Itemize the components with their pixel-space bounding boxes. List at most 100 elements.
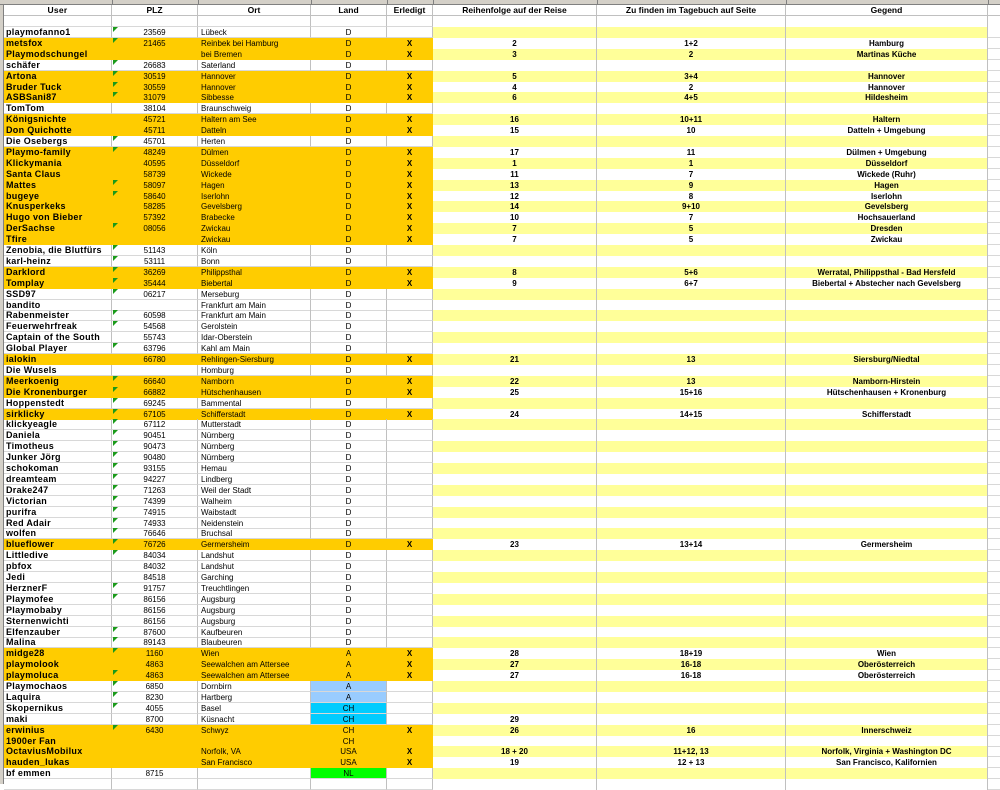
cell-gegend[interactable] [786, 419, 988, 431]
cell-gegend[interactable]: Germersheim [786, 539, 988, 551]
cell-ort[interactable]: Brabecke [198, 212, 311, 224]
cell-gegend[interactable] [786, 473, 988, 485]
cell-land[interactable]: D [311, 234, 387, 246]
cell-extra[interactable] [988, 256, 1000, 267]
cell-user[interactable]: 1900er Fan [4, 735, 112, 747]
cell-land[interactable]: D [311, 179, 387, 191]
cell-ort[interactable]: San Francisco [198, 757, 311, 769]
comment-indicator-icon[interactable] [113, 255, 118, 261]
cell-reihenfolge[interactable]: 5 [433, 70, 597, 82]
cell-tagebuch[interactable] [597, 604, 786, 616]
cell-ort[interactable]: Garching [198, 572, 311, 583]
cell-land[interactable]: D [311, 572, 387, 583]
cell-plz[interactable]: 45711 [112, 125, 198, 137]
cell-user[interactable]: playmoluca [4, 670, 112, 682]
cell-land[interactable]: D [311, 375, 387, 387]
cell-ort[interactable]: Kaufbeuren [198, 626, 311, 638]
cell-gegend[interactable]: Schifferstadt [786, 408, 988, 420]
cell-erledigt[interactable] [387, 550, 433, 562]
cell-erledigt[interactable] [387, 452, 433, 464]
cell-ort[interactable]: Biebertal [198, 277, 311, 289]
cell-ort[interactable]: Philippsthal [198, 266, 311, 278]
cell-land[interactable]: D [311, 528, 387, 540]
cell-reihenfolge[interactable]: 6 [433, 92, 597, 104]
cell-land[interactable]: D [311, 441, 387, 453]
cell-gegend[interactable] [786, 397, 988, 409]
cell-reihenfolge[interactable] [433, 691, 597, 703]
cell-plz[interactable]: 84032 [112, 561, 198, 573]
cell-extra[interactable] [988, 27, 1000, 38]
cell-tagebuch[interactable]: 14+15 [597, 408, 786, 420]
cell-land[interactable]: D [311, 408, 387, 420]
cell-land[interactable]: D [311, 484, 387, 496]
cell-extra[interactable] [988, 147, 1000, 158]
cell-user[interactable]: Daniela [4, 430, 112, 442]
cell-gegend[interactable]: Hochsauerland [786, 212, 988, 224]
cell-reihenfolge[interactable] [433, 495, 597, 507]
cell-ort[interactable]: Bammental [198, 397, 311, 409]
cell-tagebuch[interactable] [597, 255, 786, 267]
cell-ort[interactable]: Nürnberg [198, 430, 311, 442]
cell-reihenfolge[interactable] [433, 321, 597, 333]
cell-plz[interactable]: 86156 [112, 615, 198, 627]
cell-erledigt[interactable] [387, 626, 433, 638]
cell-tagebuch[interactable] [597, 484, 786, 496]
cell-tagebuch[interactable] [597, 473, 786, 485]
cell-user[interactable]: Artona [4, 70, 112, 82]
cell-user[interactable]: dreamteam [4, 473, 112, 485]
cell-land[interactable]: D [311, 310, 387, 322]
cell-plz[interactable]: 66882 [112, 386, 198, 398]
cell-ort[interactable]: Iserlohn [198, 190, 311, 202]
cell-user[interactable]: Santa Claus [4, 168, 112, 180]
cell-tagebuch[interactable] [597, 430, 786, 442]
cell-plz[interactable]: 66640 [112, 375, 198, 387]
cell-user[interactable]: bugeye [4, 190, 112, 202]
cell-gegend[interactable] [786, 528, 988, 540]
cell-gegend[interactable]: Namborn-Hirstein [786, 375, 988, 387]
cell-extra[interactable] [988, 561, 1000, 573]
cell-tagebuch[interactable] [597, 506, 786, 518]
cell-erledigt[interactable] [387, 681, 433, 692]
cell-gegend[interactable] [786, 364, 988, 376]
cell-ort[interactable]: bei Bremen [198, 48, 311, 60]
cell-ort[interactable]: Treuchtlingen [198, 582, 311, 594]
cell-extra[interactable] [988, 169, 1000, 180]
cell-ort[interactable]: Lübeck [198, 27, 311, 38]
cell-tagebuch[interactable] [597, 441, 786, 453]
cell-tagebuch[interactable]: 1+2 [597, 37, 786, 49]
cell-erledigt[interactable] [387, 528, 433, 540]
cell-tagebuch[interactable]: 8 [597, 190, 786, 202]
comment-indicator-icon[interactable] [113, 37, 118, 43]
cell-user[interactable]: Captain of the South [4, 332, 112, 344]
cell-plz[interactable]: 93155 [112, 463, 198, 474]
cell-gegend[interactable]: Norfolk, Virginia + Washington DC [786, 746, 988, 758]
cell-erledigt[interactable]: X [387, 146, 433, 158]
cell-reihenfolge[interactable] [433, 561, 597, 573]
cell-reihenfolge[interactable]: 25 [433, 386, 597, 398]
cell-extra[interactable] [988, 234, 1000, 246]
cell-land[interactable]: D [311, 136, 387, 147]
cell-erledigt[interactable]: X [387, 277, 433, 289]
cell-reihenfolge[interactable] [433, 582, 597, 594]
cell-reihenfolge[interactable]: 18 + 20 [433, 746, 597, 758]
cell-reihenfolge[interactable] [433, 136, 597, 147]
cell-ort[interactable]: Nürnberg [198, 452, 311, 464]
cell-land[interactable]: CH [311, 735, 387, 747]
cell-ort[interactable]: Hütschenhausen [198, 386, 311, 398]
header-extra[interactable] [988, 5, 1000, 16]
cell-gegend[interactable] [786, 691, 988, 703]
cell-land[interactable]: D [311, 288, 387, 300]
cell-plz[interactable] [112, 234, 198, 246]
cell-tagebuch[interactable] [597, 572, 786, 583]
cell-plz[interactable]: 6430 [112, 724, 198, 736]
cell-tagebuch[interactable] [597, 299, 786, 311]
cell-land[interactable]: D [311, 593, 387, 605]
cell-extra[interactable] [988, 191, 1000, 202]
cell-plz[interactable]: 45721 [112, 114, 198, 126]
cell-tagebuch[interactable] [597, 27, 786, 38]
comment-indicator-icon[interactable] [113, 702, 118, 708]
cell-reihenfolge[interactable] [433, 430, 597, 442]
cell-erledigt[interactable] [387, 517, 433, 529]
cell-ort[interactable]: Düsseldorf [198, 157, 311, 169]
cell-extra[interactable] [988, 670, 1000, 682]
